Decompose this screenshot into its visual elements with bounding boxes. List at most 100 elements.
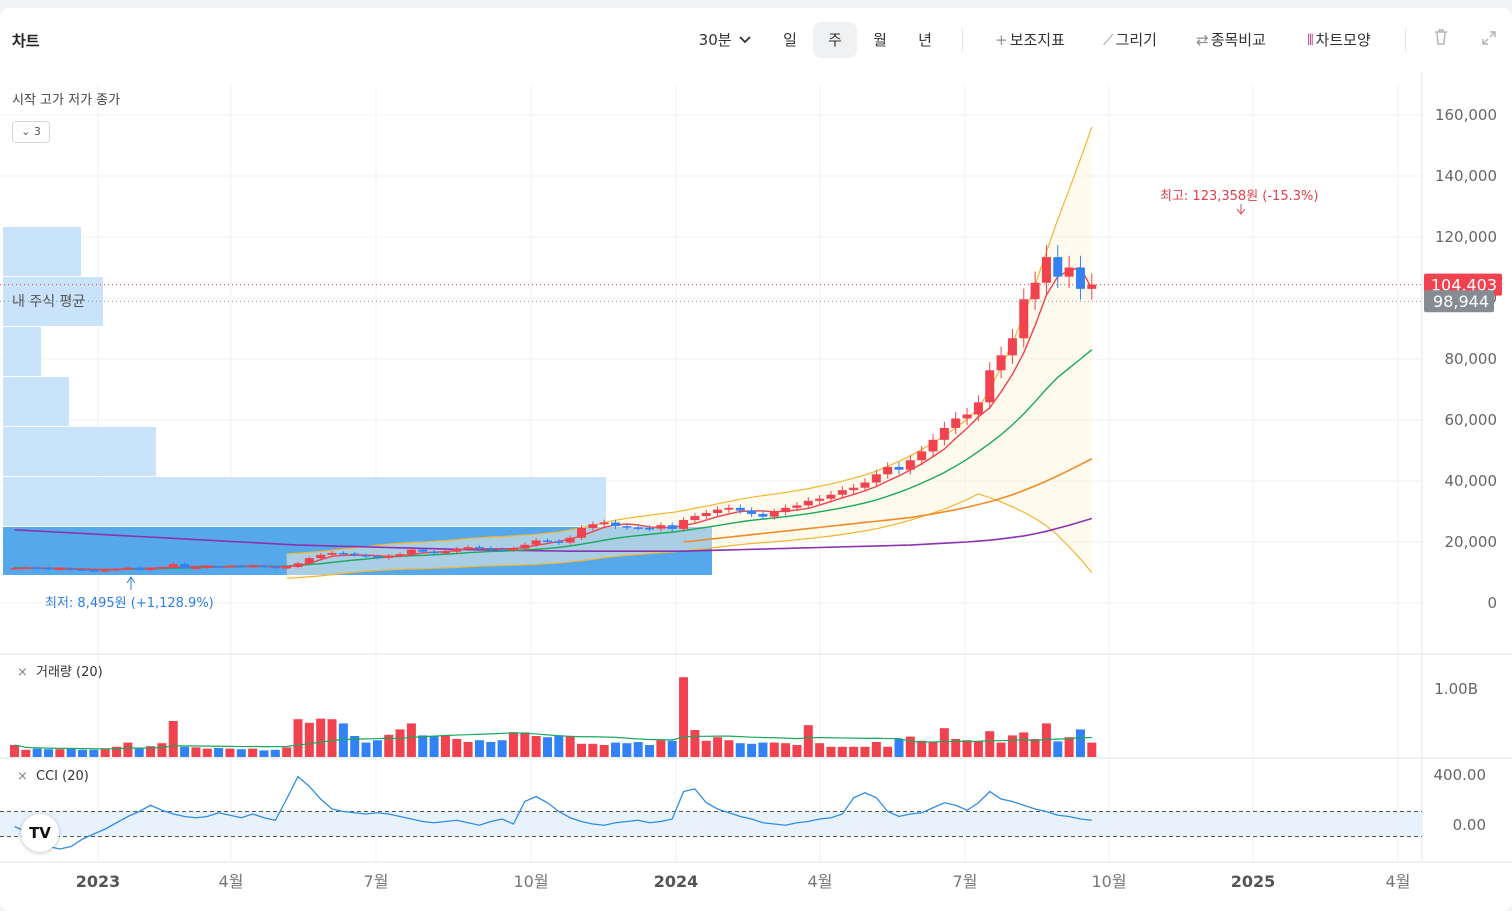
candle-body[interactable] — [769, 512, 779, 517]
expand-button[interactable] — [1476, 22, 1502, 58]
candle-body[interactable] — [32, 567, 42, 570]
candle-body[interactable] — [214, 566, 224, 568]
candle-body[interactable] — [599, 522, 609, 525]
candle-body[interactable] — [1030, 282, 1040, 300]
candle-body[interactable] — [747, 510, 757, 514]
candle-body[interactable] — [962, 414, 972, 419]
candle-body[interactable] — [282, 567, 292, 569]
period-day-tab[interactable]: 일 — [783, 31, 797, 49]
candle-body[interactable] — [1075, 267, 1085, 289]
candle-body[interactable] — [259, 565, 269, 568]
candle-body[interactable] — [304, 558, 314, 564]
candle-body[interactable] — [713, 509, 723, 514]
candle-body[interactable] — [463, 547, 473, 550]
candle-body[interactable] — [395, 554, 405, 556]
price-chart[interactable]: 160,000140,000120,000100,00080,00060,000… — [0, 8, 1512, 911]
candle-body[interactable] — [883, 466, 893, 475]
candle-body[interactable] — [78, 569, 88, 571]
candle-body[interactable] — [792, 505, 802, 508]
candle-body[interactable] — [1007, 338, 1017, 356]
candle-body[interactable] — [1064, 267, 1074, 277]
candle-body[interactable] — [656, 525, 666, 529]
candle-body[interactable] — [89, 570, 99, 572]
candle-body[interactable] — [440, 551, 450, 554]
compare-button[interactable]: ⇄ 종목비교 — [1186, 22, 1276, 58]
candle-body[interactable] — [701, 513, 711, 517]
collapse-toggle[interactable]: ⌄ 3 — [12, 121, 50, 143]
candle-body[interactable] — [520, 544, 530, 549]
chart-style-button[interactable]: ⫴ 차트모양 — [1295, 22, 1383, 58]
candle-body[interactable] — [679, 520, 689, 529]
candle-body[interactable] — [112, 568, 122, 571]
interval-dropdown[interactable]: 30분 — [690, 22, 760, 58]
candle-body[interactable] — [100, 570, 110, 572]
candle-body[interactable] — [871, 474, 881, 483]
candle-body[interactable] — [338, 552, 348, 555]
candle-body[interactable] — [826, 494, 836, 499]
candle-body[interactable] — [55, 568, 65, 571]
candle-body[interactable] — [350, 553, 360, 556]
candle-body[interactable] — [905, 460, 915, 470]
candle-body[interactable] — [554, 541, 564, 543]
candle-body[interactable] — [429, 551, 439, 554]
candle-body[interactable] — [542, 540, 552, 542]
candle-body[interactable] — [384, 555, 394, 558]
candle-body[interactable] — [758, 513, 768, 517]
candle-body[interactable] — [327, 552, 337, 555]
candle-body[interactable] — [849, 487, 859, 491]
candle-body[interactable] — [917, 451, 927, 461]
candle-body[interactable] — [1053, 257, 1063, 277]
candle-body[interactable] — [1041, 257, 1051, 283]
candle-body[interactable] — [508, 548, 518, 551]
candle-body[interactable] — [645, 527, 655, 530]
candle-body[interactable] — [985, 370, 995, 403]
candle-body[interactable] — [781, 507, 791, 513]
indicator-button[interactable]: + 보조지표 — [985, 22, 1075, 58]
candle-body[interactable] — [815, 498, 825, 501]
candle-body[interactable] — [803, 500, 813, 506]
period-year-tab[interactable]: 년 — [918, 31, 932, 49]
candle-body[interactable] — [168, 563, 178, 568]
candle-body[interactable] — [973, 402, 983, 415]
candle-body[interactable] — [44, 567, 54, 570]
candle-body[interactable] — [996, 355, 1006, 371]
candle-body[interactable] — [21, 567, 31, 570]
candle-body[interactable] — [951, 418, 961, 428]
candle-body[interactable] — [531, 540, 541, 545]
candle-body[interactable] — [406, 549, 416, 555]
candle-body[interactable] — [611, 522, 621, 527]
trash-button[interactable] — [1428, 22, 1454, 58]
candle-body[interactable] — [690, 516, 700, 521]
draw-button[interactable]: ⟋ 그리기 — [1093, 22, 1167, 58]
candle-body[interactable] — [293, 563, 303, 568]
candle-body[interactable] — [565, 537, 575, 543]
candle-body[interactable] — [452, 549, 462, 552]
candle-body[interactable] — [225, 565, 235, 568]
candle-body[interactable] — [202, 566, 212, 568]
candle-body[interactable] — [837, 490, 847, 495]
candle-body[interactable] — [928, 439, 938, 452]
candle-body[interactable] — [735, 507, 745, 511]
candle-body[interactable] — [418, 549, 428, 552]
candle-body[interactable] — [248, 565, 258, 568]
candle-body[interactable] — [588, 524, 598, 528]
candle-body[interactable] — [316, 554, 326, 559]
candle-body[interactable] — [622, 526, 632, 528]
candle-body[interactable] — [157, 567, 167, 569]
candle-body[interactable] — [667, 525, 677, 529]
candle-body[interactable] — [123, 567, 133, 570]
candle-body[interactable] — [361, 555, 371, 557]
candle-body[interactable] — [191, 567, 201, 570]
period-month-tab[interactable]: 월 — [873, 31, 887, 49]
candle-body[interactable] — [134, 567, 144, 570]
candle-body[interactable] — [66, 568, 76, 571]
candle-body[interactable] — [894, 466, 904, 470]
candle-body[interactable] — [577, 527, 586, 538]
candle-body[interactable] — [270, 566, 280, 569]
candle-body[interactable] — [1087, 284, 1097, 289]
candle-body[interactable] — [939, 427, 949, 440]
candle-body[interactable] — [180, 563, 190, 568]
candle-body[interactable] — [724, 507, 734, 510]
candle-body[interactable] — [372, 556, 382, 558]
candle-body[interactable] — [486, 548, 496, 550]
